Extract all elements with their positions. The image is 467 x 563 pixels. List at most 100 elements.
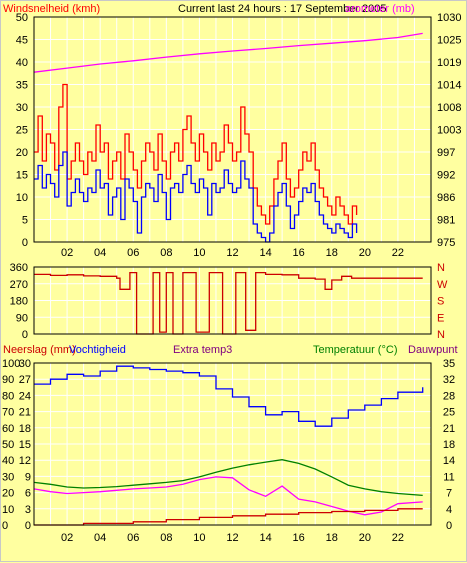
barometer-tick-label: 1003 [437, 125, 461, 137]
temperature-tick-label: 14 [443, 455, 455, 467]
barometer-tick-label: 992 [437, 170, 455, 182]
top-x-tick-label: 04 [94, 247, 106, 259]
rain-tick-label: 21 [19, 407, 31, 419]
temperature-tick-label: 32 [443, 374, 455, 386]
barometer-tick-label: 975 [437, 237, 455, 249]
wind-gust-line [34, 83, 358, 225]
bot-plot-frame [33, 362, 432, 526]
humidity-tick-label: 80 [2, 390, 14, 402]
humidity-tick-label: 20 [2, 488, 14, 500]
wind-direction-tick-label: 270 [10, 279, 28, 291]
climate-panel: 0102030405060708090100036912151821242730… [2, 358, 455, 544]
bot-x-tick-label: 22 [392, 532, 404, 544]
wind-speed-tick-label: 45 [16, 35, 28, 47]
wind-speed-tick-label: 25 [16, 125, 28, 137]
temperature-tick-label: 4 [446, 504, 452, 516]
bot-x-tick-label: 20 [359, 532, 371, 544]
dewpoint-axis-title: Dauwpunt [408, 344, 458, 356]
mid-plot-frame [33, 266, 432, 335]
rain-tick-label: 30 [19, 358, 31, 370]
wind-speed-tick-label: 50 [16, 12, 28, 24]
barometer-tick-label: 981 [437, 215, 455, 227]
top-x-tick-label: 20 [359, 247, 371, 259]
temperature-tick-label: 7 [446, 488, 452, 500]
barometer-tick-label: 997 [437, 147, 455, 159]
barometer-tick-label: 1014 [437, 80, 461, 92]
rain-tick-label: 12 [19, 455, 31, 467]
wind-speed-tick-label: 30 [16, 102, 28, 114]
bot-x-tick-label: 12 [226, 532, 238, 544]
top-x-tick-label: 06 [127, 247, 139, 259]
wind-speed-tick-label: 40 [16, 57, 28, 69]
temperature-tick-label: 21 [443, 423, 455, 435]
barometer-tick-label: 986 [437, 192, 455, 204]
rain-tick-label: 9 [25, 471, 31, 483]
humidity-tick-label: 30 [2, 471, 14, 483]
extra-temp-legend: Extra temp3 [173, 344, 232, 356]
temperature-tick-label: 11 [443, 471, 454, 483]
bot-x-tick-label: 14 [259, 532, 271, 544]
wind-speed-tick-label: 10 [16, 192, 28, 204]
top-plot-frame [33, 16, 432, 243]
bot-x-tick-label: 06 [127, 532, 139, 544]
rain-tick-label: 15 [19, 439, 31, 451]
temperature-tick-label: 28 [443, 390, 455, 402]
compass-label: E [437, 312, 444, 324]
rain-tick-label: 3 [25, 504, 31, 516]
rain-line [34, 508, 423, 526]
top-x-tick-label: 22 [392, 247, 404, 259]
temperature-tick-label: 18 [443, 439, 455, 451]
humidity-tick-label: 70 [2, 407, 14, 419]
humidity-tick-label: 60 [2, 423, 14, 435]
rain-axis-title: Neerslag (mm) [3, 344, 76, 356]
compass-label: N [437, 262, 445, 274]
humidity-tick-label: 90 [2, 374, 14, 386]
bot-x-tick-label: 10 [193, 532, 205, 544]
compass-label: S [437, 296, 444, 308]
wind-speed-tick-label: 0 [22, 237, 28, 249]
top-x-tick-label: 10 [193, 247, 205, 259]
humidity-tick-label: 100 [2, 358, 20, 370]
rain-tick-label: 24 [19, 390, 31, 402]
bot-x-tick-label: 02 [61, 532, 73, 544]
wind-average-line [34, 151, 358, 243]
barometer-line [33, 32, 423, 73]
wind-direction-tick-label: 90 [16, 312, 28, 324]
bot-x-tick-label: 16 [293, 532, 305, 544]
chart-title: Current last 24 hours : 17 September 200… [178, 3, 387, 15]
barometer-tick-label: 1030 [437, 12, 461, 24]
top-x-tick-label: 14 [259, 247, 271, 259]
rain-tick-label: 18 [19, 423, 31, 435]
humidity-line [34, 365, 424, 427]
wind-speed-tick-label: 5 [22, 215, 28, 227]
compass-label: N [437, 329, 445, 341]
top-x-tick-label: 12 [226, 247, 238, 259]
humidity-tick-label: 0 [2, 520, 8, 532]
humidity-tick-label: 50 [2, 439, 14, 451]
barometer-tick-label: 1008 [437, 102, 461, 114]
wind-speed-tick-label: 35 [16, 80, 28, 92]
rain-tick-label: 27 [19, 374, 31, 386]
bot-x-tick-label: 18 [326, 532, 338, 544]
barometer-tick-label: 1019 [437, 57, 461, 69]
temperature-line [33, 459, 423, 497]
humidity-tick-label: 40 [2, 455, 14, 467]
temperature-axis-title: Temperatuur (°C) [313, 344, 397, 356]
humidity-axis-title: Vochtigheid [69, 344, 126, 356]
top-x-tick-label: 18 [326, 247, 338, 259]
wind-speed-tick-label: 20 [16, 147, 28, 159]
temperature-tick-label: 0 [446, 520, 452, 532]
barometer-axis-title: arometer (mb) [345, 3, 415, 15]
wind-speed-tick-label: 15 [16, 170, 28, 182]
top-x-tick-label: 16 [293, 247, 305, 259]
wind-direction-tick-label: 0 [22, 329, 28, 341]
wind-barometer-panel: 0 5 10 15 20 25 30 35 40 45 50 975 981 986 992 997 1003 1… [16, 12, 462, 259]
temperature-tick-label: 35 [443, 358, 455, 370]
top-x-tick-label: 02 [61, 247, 73, 259]
rain-tick-label: 6 [25, 488, 31, 500]
rain-tick-label: 0 [25, 520, 31, 532]
bot-x-tick-label: 04 [94, 532, 106, 544]
